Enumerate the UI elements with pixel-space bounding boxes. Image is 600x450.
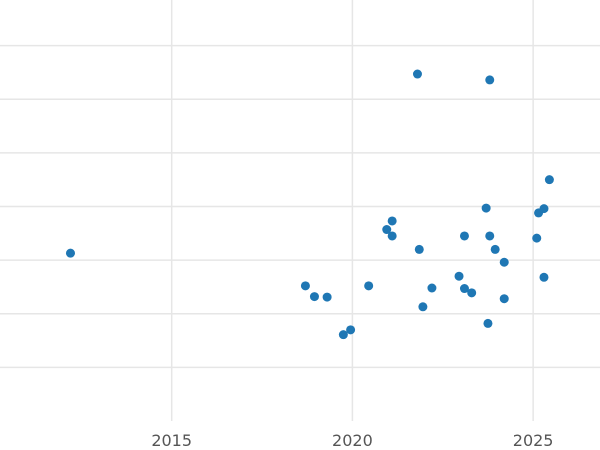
data-point [418,302,428,312]
x-tick-label: 2020 [332,431,373,450]
data-point [499,257,509,267]
data-point [539,204,549,214]
data-point [459,284,469,294]
data-point [387,231,397,241]
data-point [300,281,310,291]
x-tick-labels: 2015 2020 2025 [151,431,553,450]
data-point [427,283,437,293]
data-point [322,292,332,302]
x-gridlines [170,0,534,421]
data-point [412,69,422,79]
data-point [467,288,477,298]
data-point [387,216,397,226]
data-point [309,292,319,302]
data-point [499,294,509,304]
data-point [459,231,469,241]
data-point [539,272,549,282]
data-point [481,203,491,213]
data-point [483,318,493,328]
data-point [338,330,348,340]
data-point [490,244,500,254]
data-points [65,69,554,340]
data-point [485,75,495,85]
data-point [382,225,392,235]
data-point [485,231,495,241]
data-point [454,271,464,281]
data-point [544,175,554,185]
data-point [414,244,424,254]
data-point [65,248,75,258]
y-gridlines [0,44,600,369]
x-tick-label: 2015 [151,431,192,450]
data-point [346,325,356,335]
data-point [364,281,374,291]
x-tick-label: 2025 [513,431,554,450]
data-point [532,233,542,243]
